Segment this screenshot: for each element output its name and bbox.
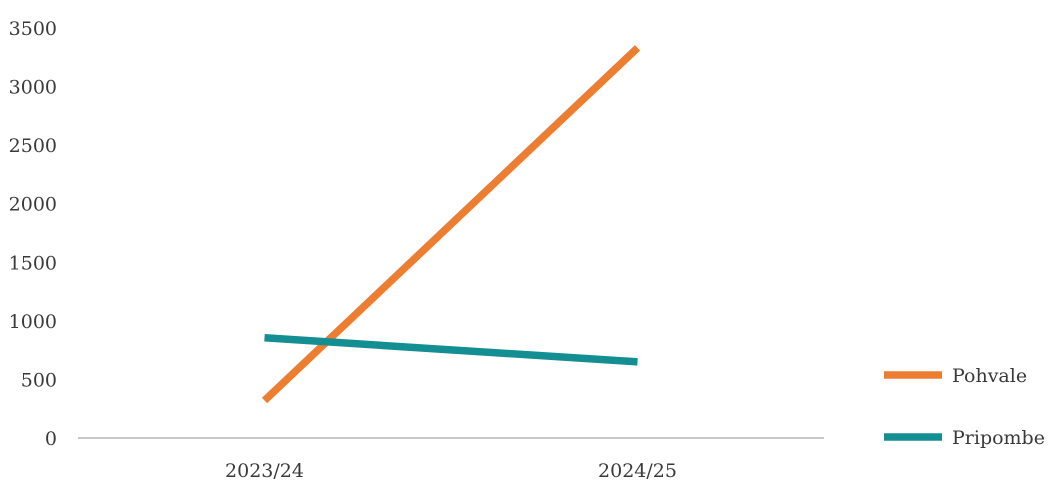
series-line-1 xyxy=(264,334,638,366)
y-tick-label: 1500 xyxy=(9,252,57,274)
x-tick-label: 2024/25 xyxy=(598,460,677,482)
y-tick-label: 2000 xyxy=(9,194,57,216)
y-tick-label: 0 xyxy=(45,428,57,450)
y-tick-label: 3000 xyxy=(9,77,57,99)
x-tick-label: 2023/24 xyxy=(225,460,304,482)
legend-label-1: Pripombe xyxy=(952,427,1045,449)
y-tick-label: 2500 xyxy=(9,135,57,157)
y-tick-label: 3500 xyxy=(9,18,57,40)
legend-label-0: Pohvale xyxy=(952,365,1027,387)
y-tick-label: 1000 xyxy=(9,311,57,333)
y-tick-label: 500 xyxy=(21,369,57,391)
